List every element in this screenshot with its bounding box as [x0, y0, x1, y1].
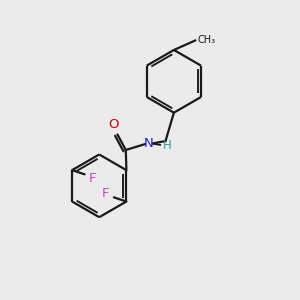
Text: F: F	[89, 172, 96, 185]
Text: N: N	[144, 137, 154, 150]
Text: CH₃: CH₃	[197, 35, 215, 45]
Text: F: F	[102, 187, 110, 200]
Text: O: O	[108, 118, 119, 131]
Text: H: H	[163, 139, 171, 152]
